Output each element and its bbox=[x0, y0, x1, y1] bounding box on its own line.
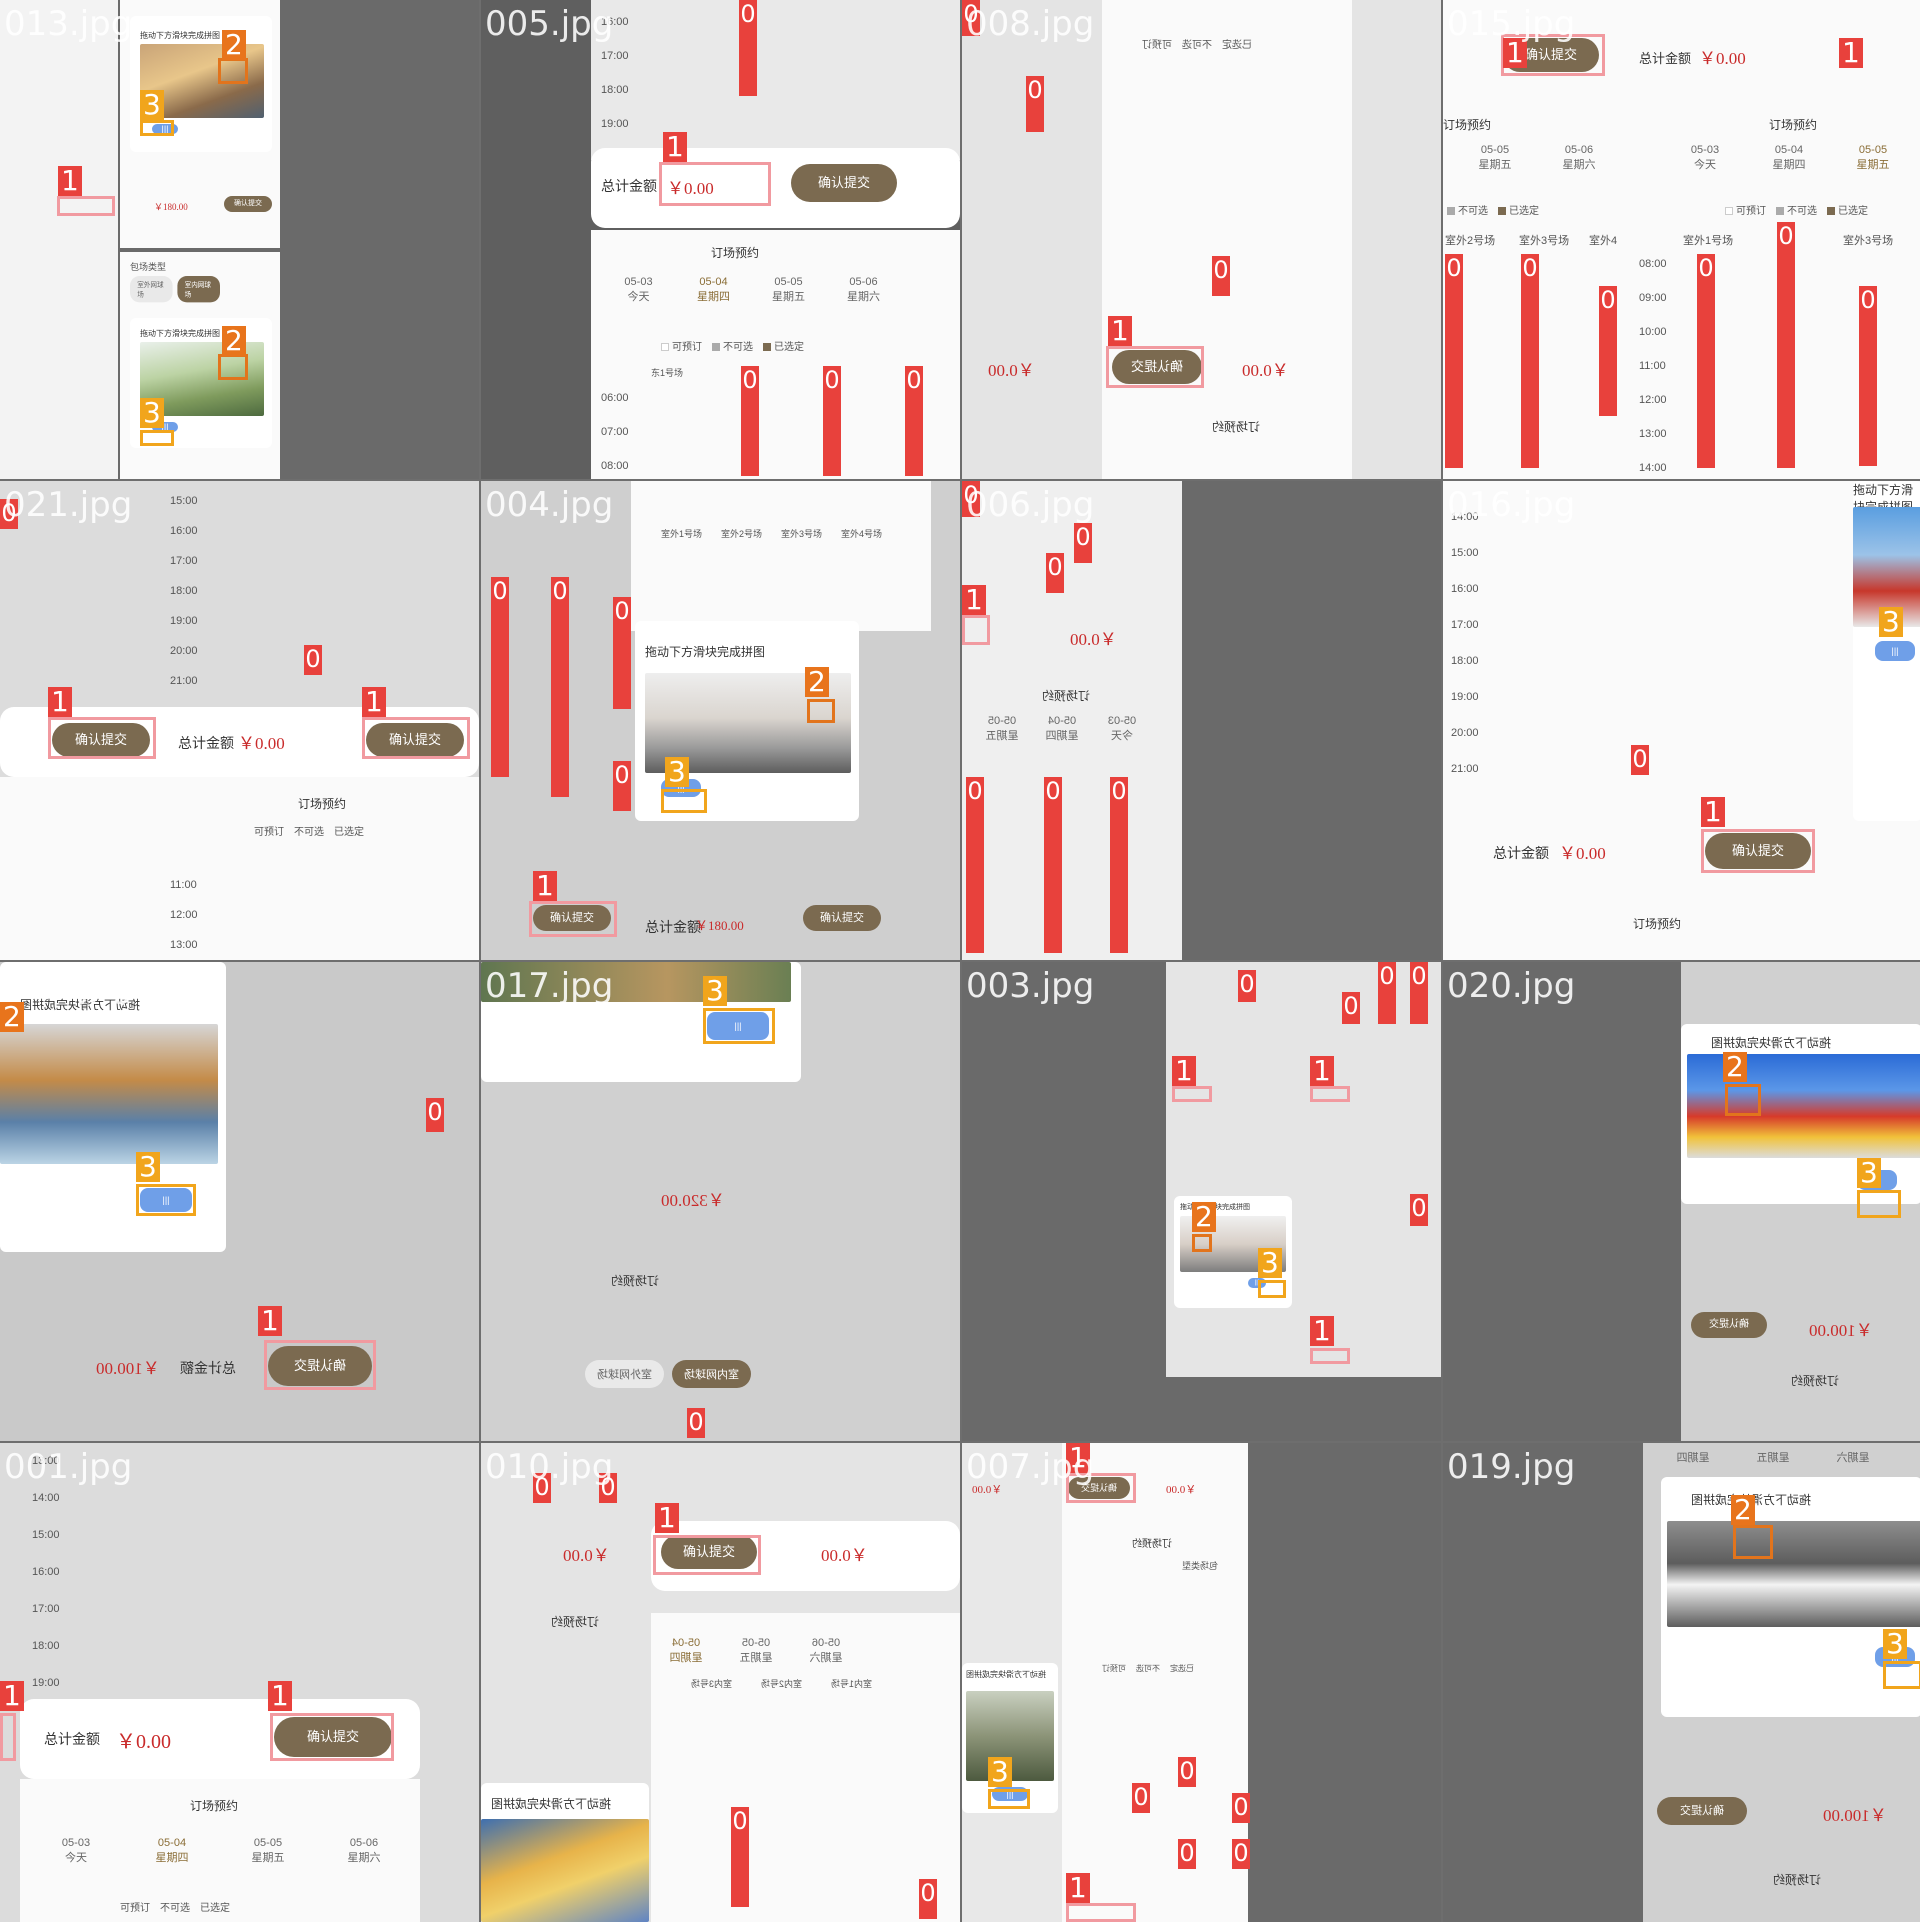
marker-2: 2 bbox=[222, 30, 246, 60]
tile-003: 拖动下方滑块完成拼图 ||| 1 1 1 2 3 0 0 0 0 0 003.j… bbox=[962, 962, 1441, 1441]
marker-1b: 1 bbox=[1839, 38, 1863, 68]
total-label: 总计金额 bbox=[1639, 51, 1692, 66]
submit-button[interactable]: 确认提交 bbox=[791, 164, 897, 202]
total-label: 总计金额 bbox=[601, 178, 657, 194]
box-knob-2 bbox=[140, 430, 174, 446]
venue-type-label: 包场类型 bbox=[130, 262, 167, 272]
tile-label: 005.jpg bbox=[485, 4, 614, 44]
tile-020: 拖动下方滑块完成拼图 ||| ￥100.00 确认提交 订场预约 2 3 020… bbox=[1443, 962, 1920, 1441]
tile-013: 拖动下方滑块完成拼图 ||| 确认提交 ￥180.00 包场类型 室外网球场 室… bbox=[0, 0, 479, 479]
marker-3: 3 bbox=[140, 90, 164, 120]
puzzle-title: 拖动下方滑块完成拼图 bbox=[140, 31, 220, 40]
box-piece-2 bbox=[218, 354, 248, 380]
puzzle-title-2: 拖动下方滑块完成拼图 bbox=[140, 329, 220, 338]
bg-schedule bbox=[0, 0, 118, 479]
slider-knob[interactable]: ||| bbox=[152, 124, 178, 134]
tile-017: ||| 室内网球场 室外网球场 ￥320.00 订场预约 3 0 017.jpg bbox=[481, 962, 960, 1441]
tile-018: 拖动下方滑块完成拼图 ||| 总计金额 ￥100.00 确认提交 1 2 3 0… bbox=[0, 962, 479, 1441]
box-submit bbox=[1106, 346, 1204, 388]
chip-indoor[interactable]: 室内网球场 bbox=[177, 276, 220, 303]
legend: 已选定 不可选 可预订 bbox=[1142, 40, 1252, 51]
tile-015: 确认提交 总计金额 ￥0.00 订场预约 订场预约 05-05 星期五 05-06… bbox=[1443, 0, 1920, 479]
box-submit bbox=[57, 196, 115, 216]
legend: 可预订 不可选 已选定 bbox=[661, 338, 804, 353]
tile-005: 16:00 17:00 18:00 19:00 总计金额 ￥0.00 确认提交 … bbox=[481, 0, 960, 479]
tile-label: 013.jpg bbox=[4, 4, 133, 44]
submit-button-b[interactable]: 确认提交 bbox=[366, 723, 464, 757]
nav-title: 订场预约 bbox=[1212, 420, 1261, 434]
tile-007: 确认提交 ￥0.00 订场预约 包场类型 已选定 不可选 可预订 ￥0.00 拖动下… bbox=[962, 1443, 1441, 1922]
tile-label: 015.jpg bbox=[1447, 4, 1576, 44]
total-amount: ￥0.00 bbox=[1699, 49, 1746, 68]
tile-008: 已选定 不可选 可预订 确认提交 ￥0.00 订场预约 ￥0.00 1 0 0 0 … bbox=[962, 0, 1441, 479]
marker-3b: 3 bbox=[140, 398, 164, 428]
tile-021: 15:00 16:00 17:00 18:00 19:00 20:00 21:0… bbox=[0, 481, 479, 960]
tile-019: 星期六 星期五 星期四 拖动下方滑块完成拼图 ||| 确认提交 ￥100.00 … bbox=[1443, 1443, 1920, 1922]
phone-screen-top: 拖动下方滑块完成拼图 ||| 确认提交 ￥180.00 bbox=[120, 0, 280, 248]
marker-1: 1 bbox=[1503, 38, 1527, 68]
marker-1: 1 bbox=[1108, 316, 1132, 346]
nav-title: 订场预约 bbox=[711, 246, 760, 260]
footer-bar: 总计金额 ￥0.00 确认提交 bbox=[591, 148, 960, 228]
venue-chips: 室外网球场 室内网球场 bbox=[130, 276, 220, 303]
tile-010: 确认提交 ￥0.00 ￥0.00 订场预约 05-06 星期六 05-05 星期五 … bbox=[481, 1443, 960, 1922]
marker-2b: 2 bbox=[222, 326, 246, 356]
box-piece bbox=[218, 58, 248, 84]
chip-outdoor[interactable]: 室外网球场 bbox=[130, 276, 173, 303]
submit-button[interactable]: 确认提交 bbox=[224, 196, 272, 212]
total-amount: ￥0.00 bbox=[1242, 361, 1289, 380]
tile-label: 008.jpg bbox=[966, 4, 1095, 44]
tile-004: 室外1号场 室外2号场 室外3号场 室外4号场 拖动下方滑块完成拼图 ||| 总… bbox=[481, 481, 960, 960]
tile-001: 13:00 14:00 15:00 16:00 17:00 18:00 19:0… bbox=[0, 1443, 479, 1922]
box-submit bbox=[659, 162, 771, 206]
booking-panel: 订场预约 05-03 今天 05-04 星期四 05-05 星期五 05-06 星期六 … bbox=[591, 230, 960, 479]
total-amount: ￥180.00 bbox=[154, 202, 188, 212]
marker-1: 1 bbox=[663, 132, 687, 162]
box-submit bbox=[1501, 34, 1605, 76]
day-tabs: 05-03 今天 05-04 星期四 05-05 星期五 05-06 星期六 bbox=[624, 276, 880, 303]
slider-knob-2[interactable]: ||| bbox=[152, 422, 178, 432]
nav-title-2: 订场预约 bbox=[1769, 118, 1818, 132]
box-knob bbox=[140, 120, 174, 136]
total-amount-left: ￥0.00 bbox=[988, 361, 1035, 380]
nav-title: 订场预约 bbox=[1443, 118, 1492, 132]
tile-016: 14:00 15:00 16:00 17:00 18:00 19:00 20:0… bbox=[1443, 481, 1920, 960]
tile-006: ￥0.00 订场预约 05-03 今天 05-04 星期四 05-05 星期五 1 0… bbox=[962, 481, 1441, 960]
submit-button-a[interactable]: 确认提交 bbox=[52, 723, 150, 757]
marker-1: 1 bbox=[58, 166, 82, 196]
mirror-panel: 已选定 不可选 可预订 确认提交 ￥0.00 订场预约 bbox=[1102, 0, 1352, 479]
schedule-top: 16:00 17:00 18:00 19:00 bbox=[591, 0, 960, 160]
total-amount: ￥0.00 bbox=[667, 179, 714, 198]
